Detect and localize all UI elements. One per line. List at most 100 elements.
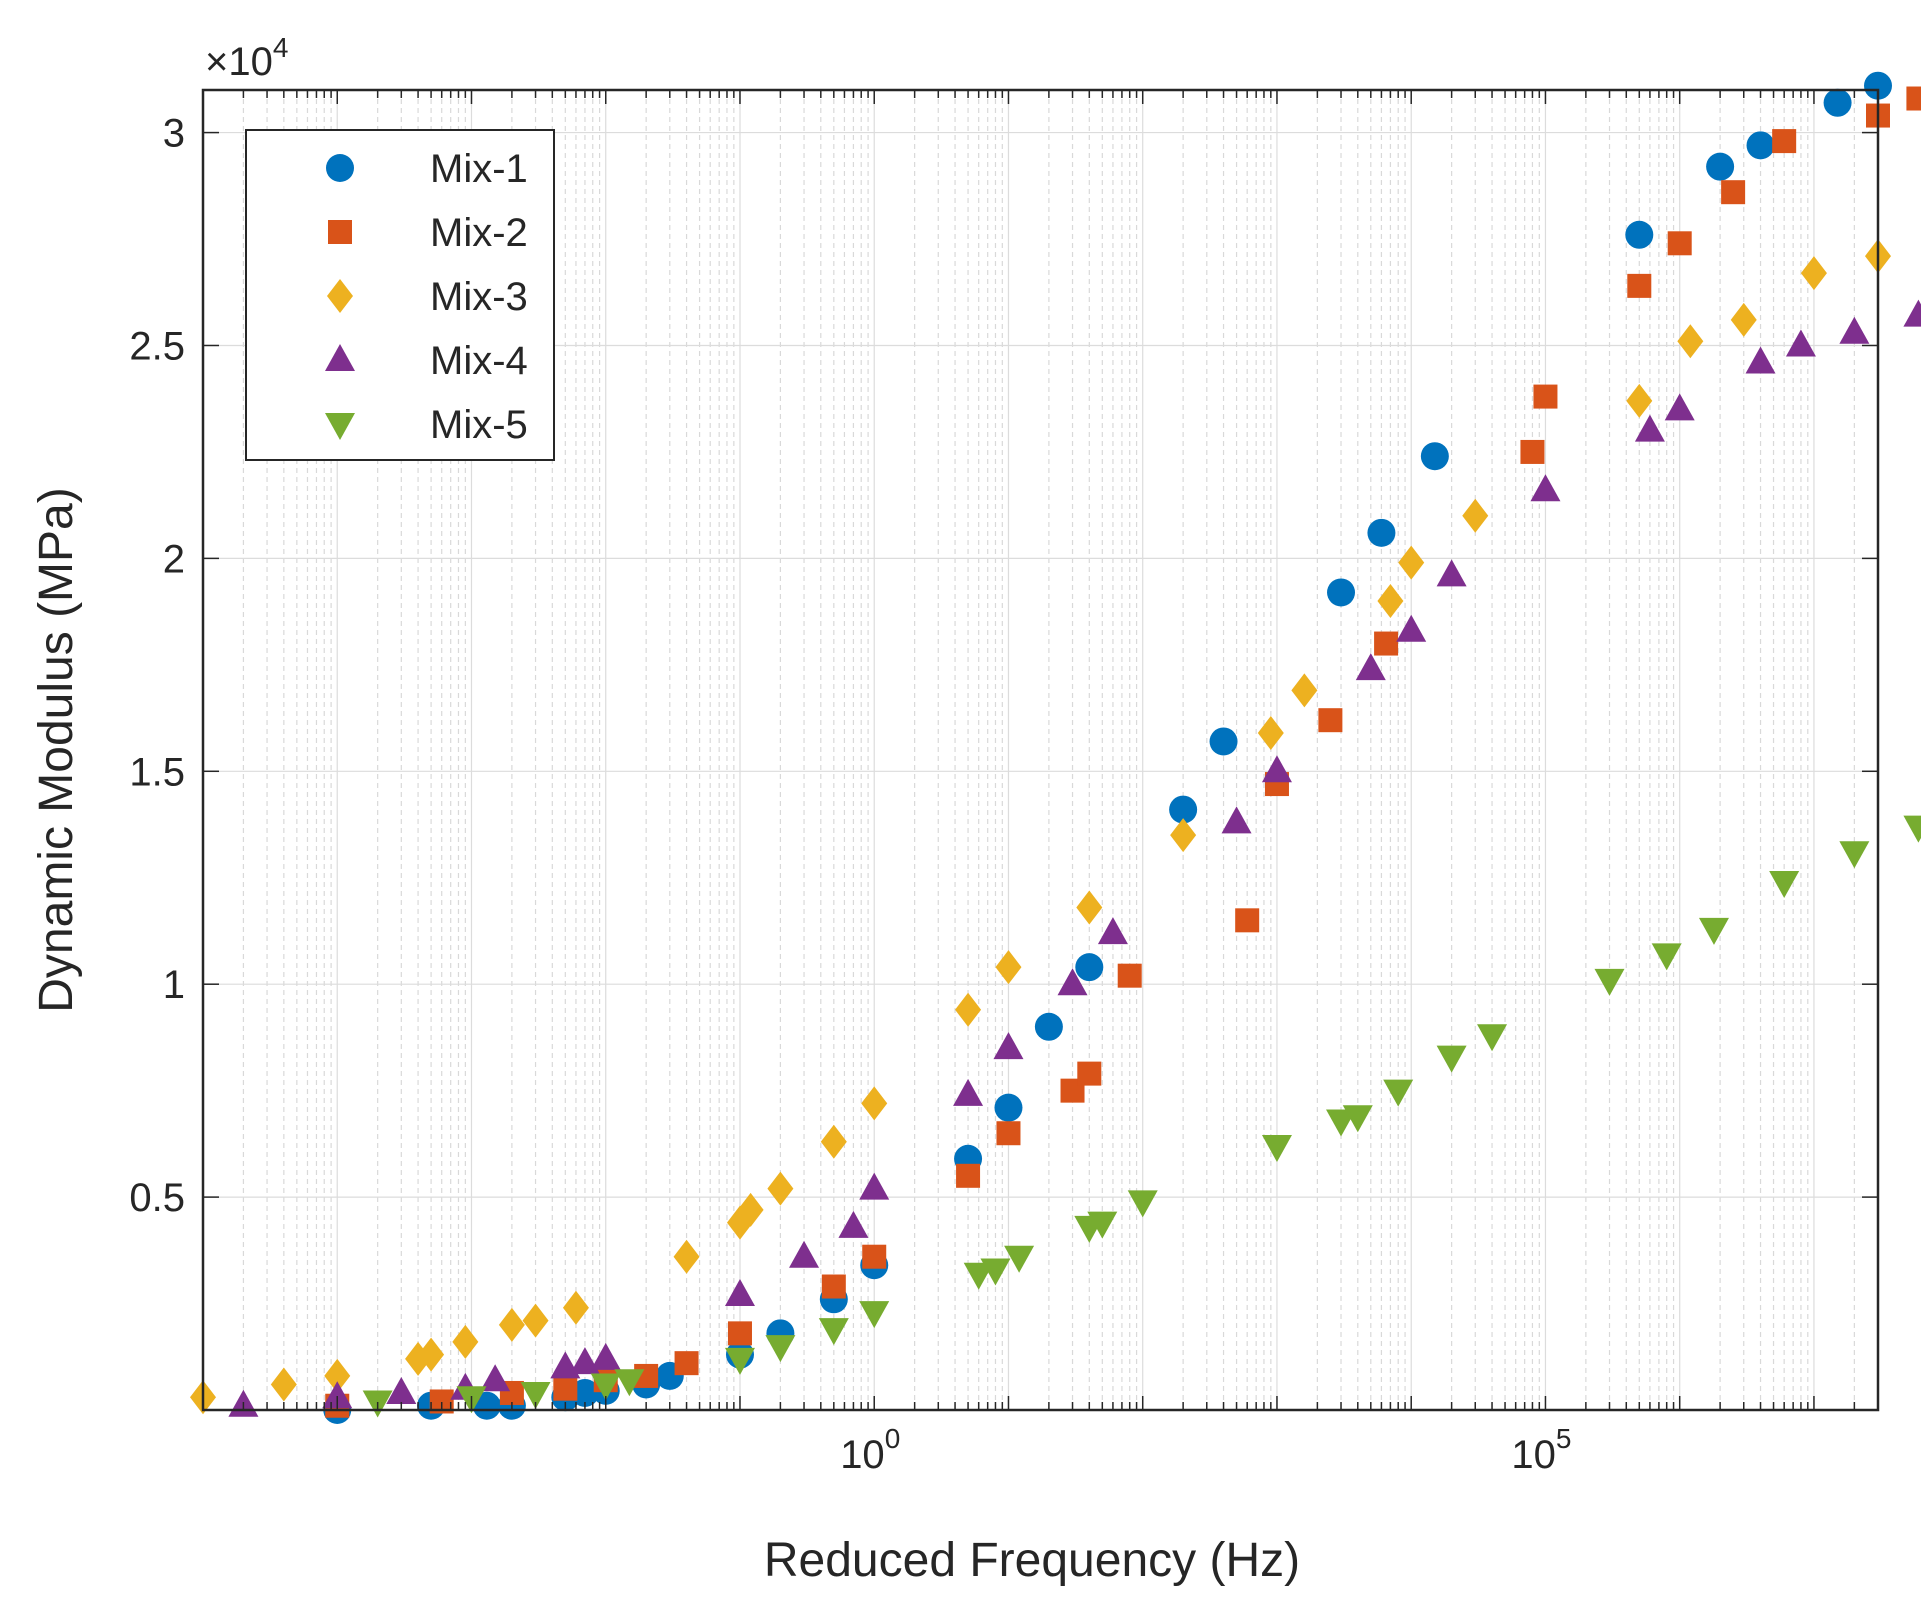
data-point-mix-1 [1864, 71, 1892, 100]
data-point-mix-3 [767, 1171, 794, 1206]
data-point-mix-3 [418, 1337, 445, 1372]
data-point-mix-5 [818, 1318, 849, 1346]
data-point-mix-1 [1209, 727, 1238, 756]
data-point-mix-2 [821, 1274, 846, 1299]
data-point-mix-4 [1785, 329, 1816, 357]
data-point-mix-5 [980, 1258, 1011, 1286]
data-point-mix-2 [1772, 129, 1797, 154]
data-point-mix-5 [1436, 1045, 1467, 1073]
data-point-mix-5 [1004, 1245, 1035, 1273]
x-axis-label: Reduced Frequency (Hz) [764, 1534, 1300, 1587]
data-point-mix-1 [1327, 578, 1356, 607]
data-point-mix-1 [1075, 953, 1104, 982]
data-point-mix-2 [1117, 963, 1142, 988]
legend-entries: Mix-1 Mix-2 Mix-3 Mix-4 Mix-5 [325, 147, 528, 447]
x-tick-label: 105 [1511, 1423, 1571, 1477]
x-tick-label-base: 10 [1511, 1433, 1556, 1477]
data-point-mix-4 [724, 1279, 755, 1307]
data-point-mix-3 [673, 1239, 700, 1274]
data-point-mix-4 [1261, 755, 1292, 783]
data-point-mix-5 [614, 1369, 645, 1397]
data-point-mix-4 [953, 1078, 984, 1106]
legend-marker-mix-2 [328, 220, 352, 244]
data-point-mix-3 [452, 1324, 479, 1359]
data-point-mix-4 [838, 1210, 869, 1238]
data-point-mix-2 [996, 1121, 1021, 1146]
data-point-mix-4 [993, 1032, 1024, 1060]
data-point-mix-4 [1745, 346, 1776, 374]
data-point-mix-3 [1626, 383, 1653, 418]
data-point-mix-3 [1076, 890, 1103, 925]
data-point-mix-5 [859, 1301, 890, 1329]
legend-box [245, 129, 555, 461]
x-tick-label: 100 [840, 1423, 900, 1477]
y-tick-label: 2 [163, 537, 185, 581]
legend-label: Mix-4 [430, 339, 528, 383]
data-point-mix-5 [520, 1381, 551, 1409]
data-point-mix-2 [727, 1321, 752, 1346]
x-tick-label-exponent: 5 [1556, 1423, 1572, 1454]
y-multiplier-exponent: 4 [273, 32, 289, 63]
data-point-mix-5 [1087, 1211, 1118, 1239]
y-axis-label: Dynamic Modulus (MPa) [30, 487, 83, 1012]
data-point-mix-1 [1367, 518, 1396, 547]
data-point-mix-4 [1396, 614, 1427, 642]
data-point-mix-3 [1800, 256, 1827, 291]
data-point-mix-4 [1634, 414, 1665, 442]
data-point-mix-4 [386, 1376, 417, 1404]
data-point-mix-1 [994, 1093, 1023, 1122]
legend-label: Mix-1 [430, 147, 528, 191]
data-point-mix-4 [789, 1240, 820, 1268]
legend-marker-mix-4 [325, 344, 355, 371]
data-point-mix-5 [1651, 943, 1682, 971]
data-point-mix-3 [270, 1367, 297, 1402]
data-point-mix-3 [955, 992, 982, 1027]
data-point-mix-2 [1235, 908, 1260, 933]
legend-label: Mix-5 [430, 403, 528, 447]
data-point-mix-2 [1318, 708, 1343, 733]
data-point-mix-4 [1664, 393, 1695, 421]
y-tick-label: 0.5 [129, 1176, 185, 1220]
y-tick-label: 3 [163, 112, 185, 156]
data-point-mix-1 [1420, 442, 1449, 471]
data-point-mix-3 [820, 1124, 847, 1159]
data-point-mix-2 [862, 1244, 887, 1269]
data-point-mix-2 [1667, 231, 1692, 256]
data-point-mix-5 [963, 1262, 994, 1290]
data-point-mix-3 [1291, 673, 1318, 708]
data-point-mix-5 [1383, 1079, 1414, 1107]
axis-ticks [202, 90, 1879, 1410]
data-point-mix-3 [1677, 324, 1704, 359]
data-point-mix-1 [1625, 220, 1654, 249]
data-point-mix-2 [1906, 86, 1921, 111]
legend-entry-mix-4: Mix-4 [325, 339, 528, 383]
data-point-mix-4 [322, 1381, 353, 1409]
data-point-mix-2 [1627, 273, 1652, 298]
legend: Mix-1 Mix-2 Mix-3 Mix-4 Mix-5 [245, 129, 555, 461]
data-point-mix-1 [1706, 152, 1735, 181]
data-point-mix-4 [590, 1342, 621, 1370]
data-point-mix-3 [737, 1192, 764, 1227]
legend-marker-mix-5 [325, 413, 355, 440]
data-point-mix-3 [1398, 545, 1425, 580]
data-point-mix-3 [1377, 583, 1404, 618]
data-point-mix-5 [724, 1347, 755, 1375]
data-point-mix-1 [1034, 1012, 1063, 1041]
data-point-mix-4 [859, 1172, 890, 1200]
data-point-mix-3 [522, 1303, 549, 1338]
data-point-mix-2 [674, 1351, 699, 1376]
data-point-mix-5 [1342, 1105, 1373, 1133]
plot-frame [201, 88, 1880, 1412]
data-point-mix-2 [1374, 631, 1399, 656]
legend-entry-mix-1: Mix-1 [326, 147, 528, 191]
data-point-mix-4 [1903, 299, 1921, 327]
legend-label: Mix-3 [430, 275, 528, 319]
data-point-mix-4 [1530, 474, 1561, 502]
legend-entry-mix-2: Mix-2 [328, 211, 528, 255]
x-tick-label-base: 10 [840, 1433, 885, 1477]
data-point-mix-5 [1698, 917, 1729, 945]
legend-entry-mix-3: Mix-3 [327, 275, 528, 319]
data-point-mix-1 [1169, 795, 1198, 824]
y-tick-label: 2.5 [129, 324, 185, 368]
data-point-mix-3 [861, 1086, 888, 1121]
